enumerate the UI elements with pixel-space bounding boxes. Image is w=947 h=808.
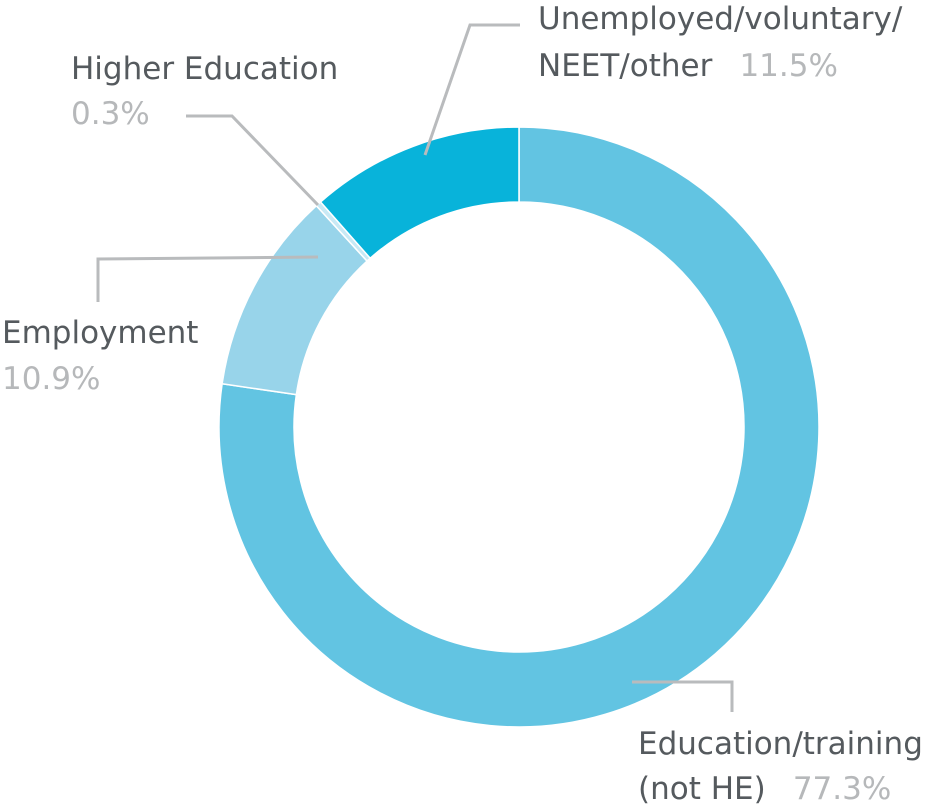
label-education-line-2: (not HE) 77.3% xyxy=(638,771,891,807)
label-higher-education-percent: 0.3% xyxy=(71,96,150,132)
leader-line-higher-education xyxy=(186,114,320,207)
slice-education xyxy=(218,126,820,728)
label-employment-percent: 10.9% xyxy=(2,361,100,397)
label-unemployed-line-1: Unemployed/voluntary/ xyxy=(538,1,903,37)
label-employment: Employment 10.9% xyxy=(2,315,198,397)
label-employment-name: Employment xyxy=(2,315,198,351)
label-higher-education-name: Higher Education xyxy=(71,51,338,87)
donut-slices xyxy=(218,126,820,728)
leader-lines xyxy=(96,23,734,712)
slice-unemployed xyxy=(319,126,520,260)
label-unemployed-percent: 11.5% xyxy=(739,48,837,84)
label-education-percent: 77.3% xyxy=(793,771,891,807)
label-unemployed-line-2: NEET/other 11.5% xyxy=(538,48,838,84)
label-education-line-1: Education/training xyxy=(638,726,923,762)
leader-line-education xyxy=(632,680,734,712)
label-education: Education/training (not HE) 77.3% xyxy=(638,726,923,807)
label-education-name-2: (not HE) xyxy=(638,771,766,807)
label-higher-education: Higher Education 0.3% xyxy=(71,51,338,132)
label-unemployed-name-2: NEET/other xyxy=(538,48,713,84)
leader-line-unemployed xyxy=(423,23,520,156)
label-unemployed: Unemployed/voluntary/ NEET/other 11.5% xyxy=(538,1,903,84)
leader-line-employment xyxy=(96,255,319,302)
